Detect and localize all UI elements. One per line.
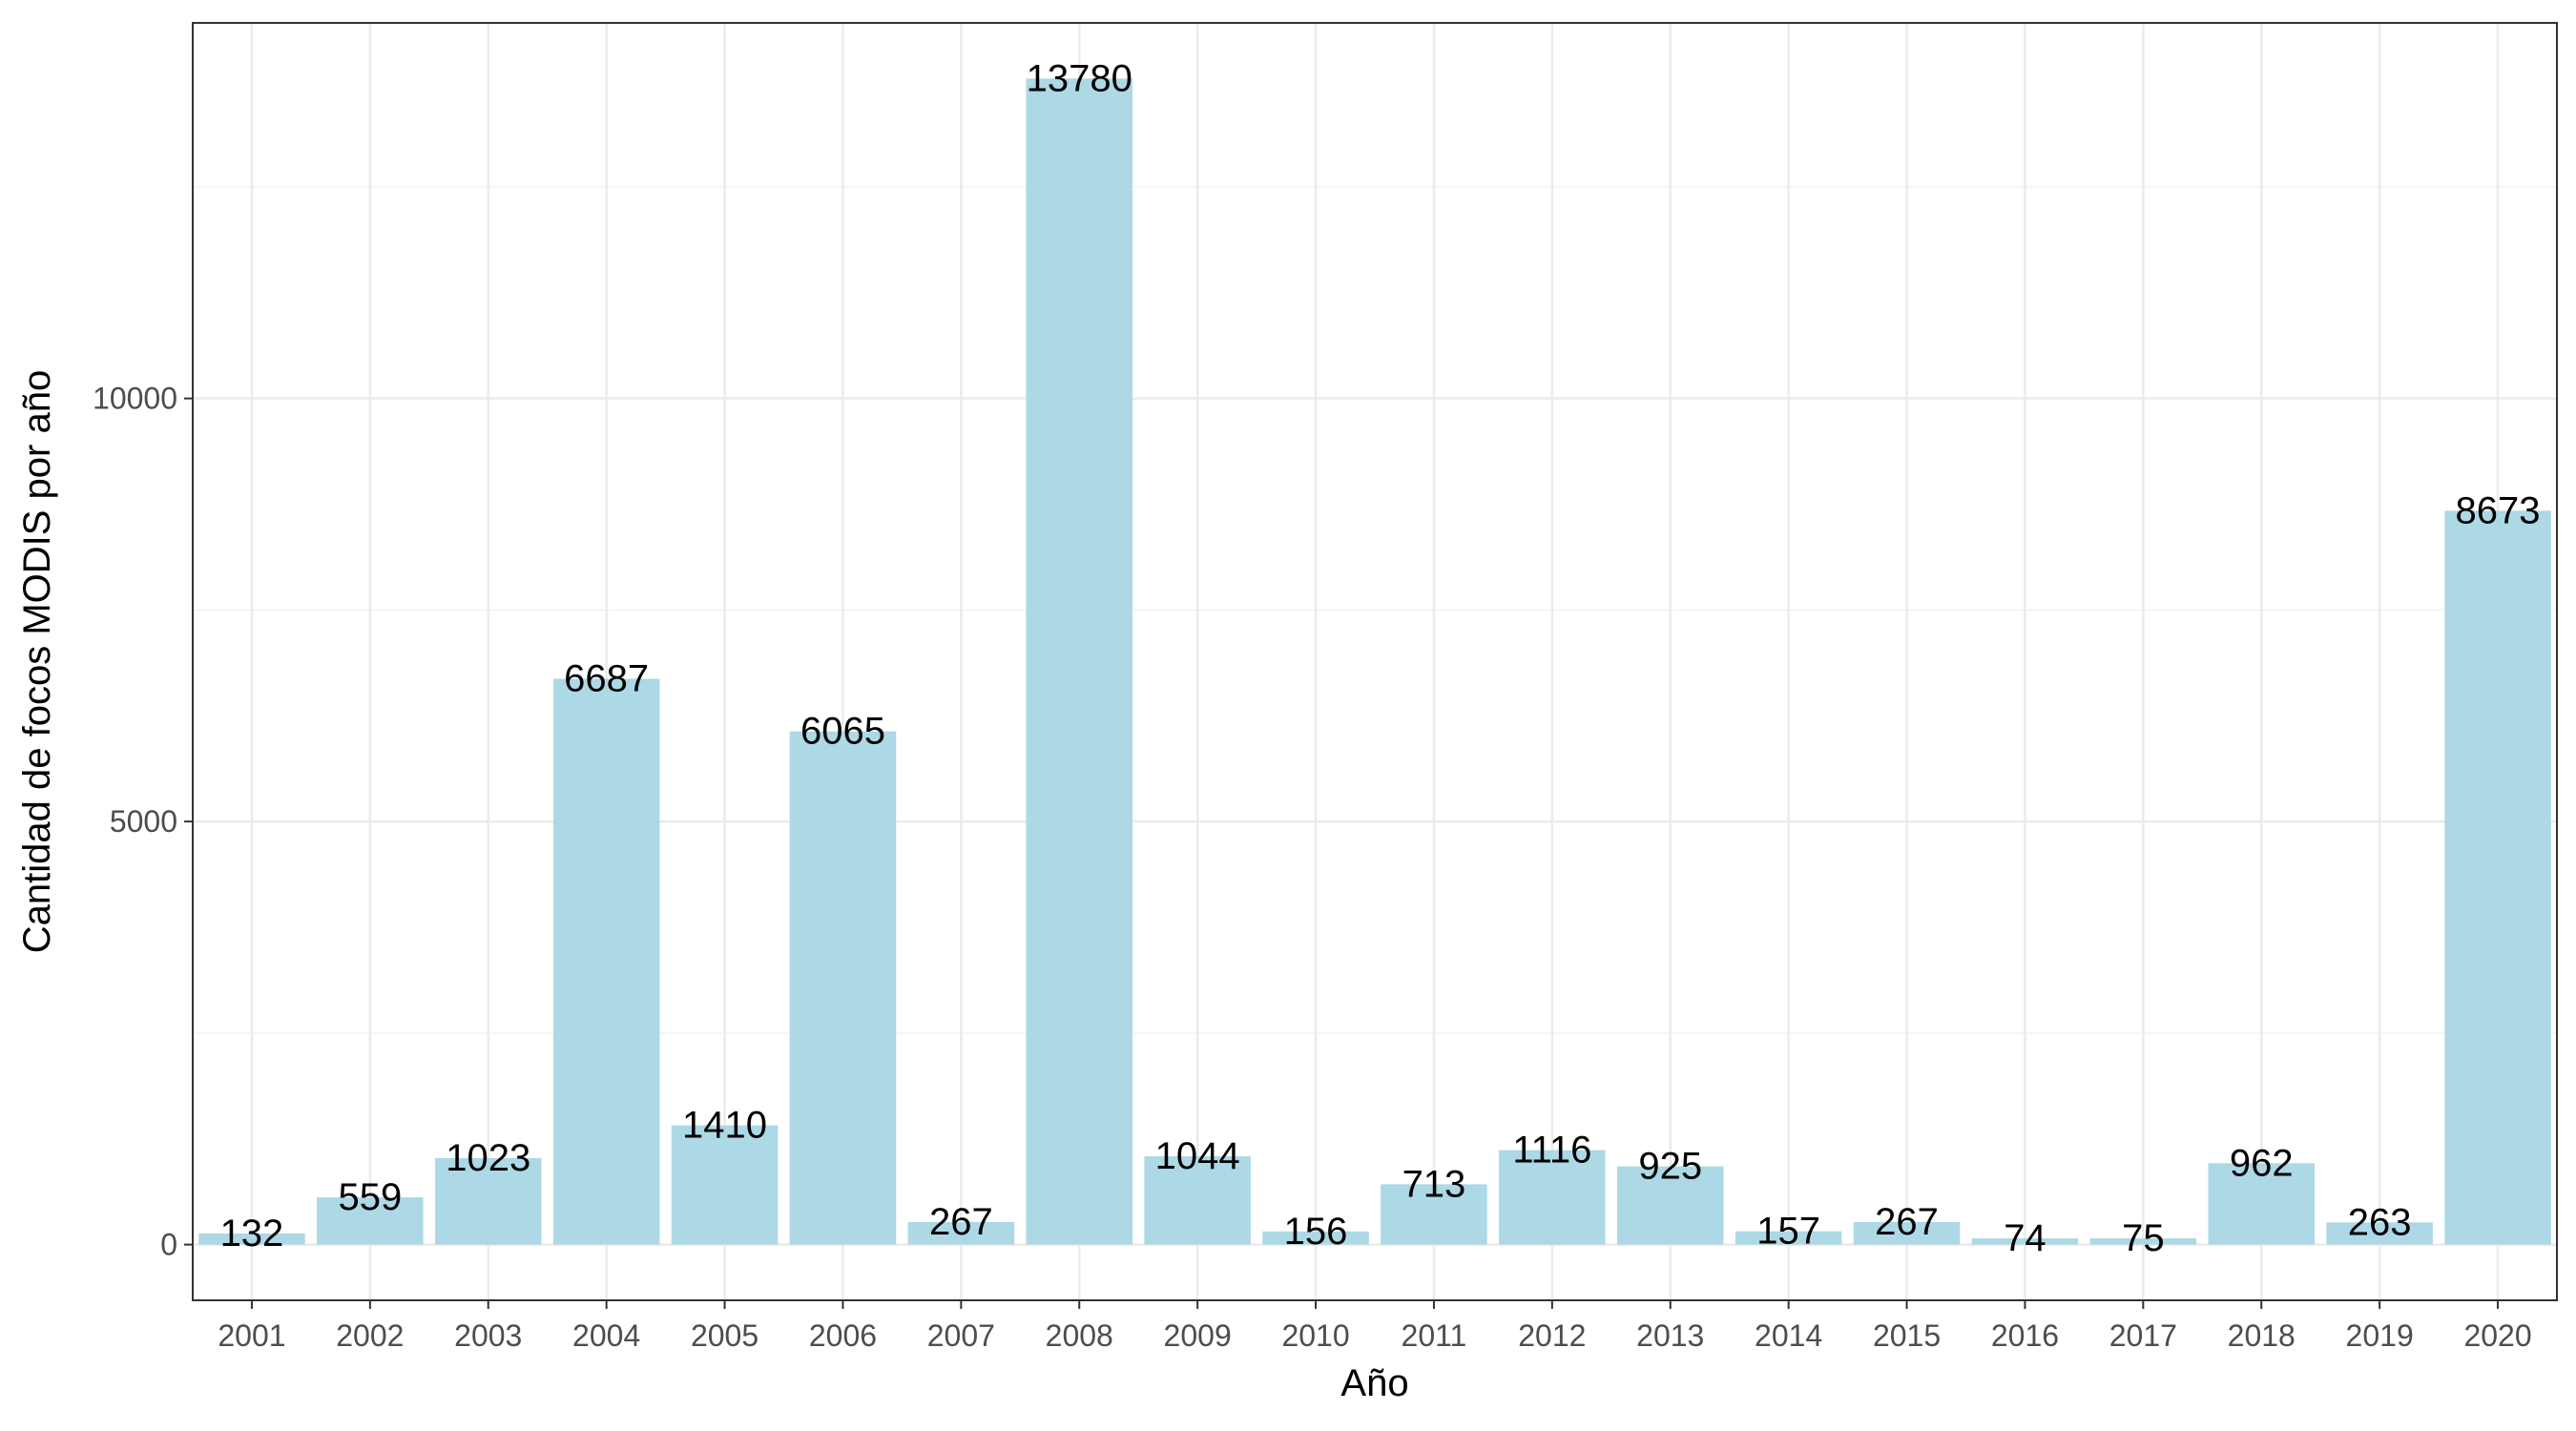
bar-label-2003: 1023 <box>446 1137 530 1179</box>
bar-2008 <box>1026 78 1133 1245</box>
x-tick-label-2009: 2009 <box>1164 1318 1232 1353</box>
bar-label-2015: 267 <box>1875 1201 1939 1243</box>
x-tick-label-2016: 2016 <box>1991 1318 2059 1353</box>
bar-label-2012: 1116 <box>1512 1130 1591 1172</box>
bar-2004 <box>552 678 660 1245</box>
bar-2003 <box>434 1157 542 1245</box>
bar-label-2019: 263 <box>2348 1201 2412 1243</box>
bar-label-2014: 157 <box>1756 1211 1820 1253</box>
x-tick-label-2020: 2020 <box>2463 1318 2531 1353</box>
y-tick-label: 10000 <box>93 382 177 416</box>
bar-2006 <box>789 731 897 1245</box>
bar-2002 <box>317 1197 424 1245</box>
x-tick-label-2012: 2012 <box>1518 1318 1586 1353</box>
bar-2016 <box>1971 1238 2079 1245</box>
bar-label-2006: 6065 <box>800 711 885 753</box>
panel-border <box>192 22 2558 1301</box>
bar-2017 <box>2089 1237 2197 1245</box>
bar-label-2013: 925 <box>1638 1146 1702 1188</box>
bar-label-2020: 8673 <box>2456 489 2541 531</box>
bar-2011 <box>1381 1184 1487 1245</box>
bar-label-2017: 75 <box>2122 1217 2165 1259</box>
bar-label-2011: 713 <box>1402 1163 1466 1205</box>
bar-2018 <box>2208 1163 2316 1245</box>
y-tick-label: 5000 <box>110 804 177 839</box>
x-tick-label-2011: 2011 <box>1402 1318 1467 1353</box>
x-tick-label-2013: 2013 <box>1636 1318 1704 1353</box>
x-tick-label-2014: 2014 <box>1755 1318 1822 1353</box>
bar-2015 <box>1853 1221 1961 1245</box>
bar-label-2016: 74 <box>2004 1217 2046 1259</box>
bar-2013 <box>1616 1166 1724 1245</box>
bar-2001 <box>198 1233 305 1245</box>
bar-label-2018: 962 <box>2230 1142 2294 1184</box>
y-axis-title: Cantidad de focos MODIS por año <box>16 370 58 953</box>
x-tick-label-2003: 2003 <box>454 1318 522 1353</box>
bar-labels-group: 132 559 1023 6687 1410 6065 267 13780 1044 156 713… <box>220 57 2541 1259</box>
x-tick-label-2001: 2001 <box>218 1318 285 1353</box>
x-axis-title: Año <box>1340 1362 1408 1404</box>
bar-label-2007: 267 <box>929 1201 993 1243</box>
x-tick-label-2004: 2004 <box>572 1318 640 1353</box>
y-axis-ticks: 0 5000 10000 <box>93 382 193 1262</box>
bar-label-2001: 132 <box>220 1213 284 1255</box>
x-tick-label-2017: 2017 <box>2109 1318 2177 1353</box>
bar-2019 <box>2326 1222 2433 1245</box>
bar-label-2008: 13780 <box>1027 57 1132 99</box>
bar-2005 <box>671 1125 779 1245</box>
y-tick-label: 0 <box>160 1228 177 1262</box>
x-tick-label-2005: 2005 <box>691 1318 758 1353</box>
bar-2014 <box>1735 1231 1842 1245</box>
x-tick-label-2018: 2018 <box>2228 1318 2296 1353</box>
x-tick-label-2006: 2006 <box>809 1318 877 1353</box>
x-axis-ticks: 2001 2002 2003 2004 2005 2006 2007 2008 2009 2010… <box>218 1300 2532 1353</box>
bar-label-2010: 156 <box>1284 1211 1348 1253</box>
bar-2012 <box>1499 1150 1606 1245</box>
bar-2020 <box>2444 510 2551 1245</box>
bars-group <box>198 78 2551 1245</box>
x-tick-label-2015: 2015 <box>1873 1318 1941 1353</box>
bar-label-2004: 6687 <box>564 658 649 700</box>
bar-2009 <box>1144 1156 1251 1245</box>
x-tick-label-2002: 2002 <box>336 1318 404 1353</box>
bar-label-2002: 559 <box>338 1176 402 1218</box>
bar-2007 <box>907 1221 1015 1245</box>
bar-2010 <box>1262 1231 1369 1245</box>
x-tick-label-2019: 2019 <box>2346 1318 2414 1353</box>
x-tick-label-2008: 2008 <box>1046 1318 1113 1353</box>
x-tick-label-2007: 2007 <box>927 1318 995 1353</box>
x-tick-label-2010: 2010 <box>1281 1318 1349 1353</box>
bar-label-2005: 1410 <box>682 1105 767 1147</box>
bar-label-2009: 1044 <box>1155 1135 1240 1177</box>
